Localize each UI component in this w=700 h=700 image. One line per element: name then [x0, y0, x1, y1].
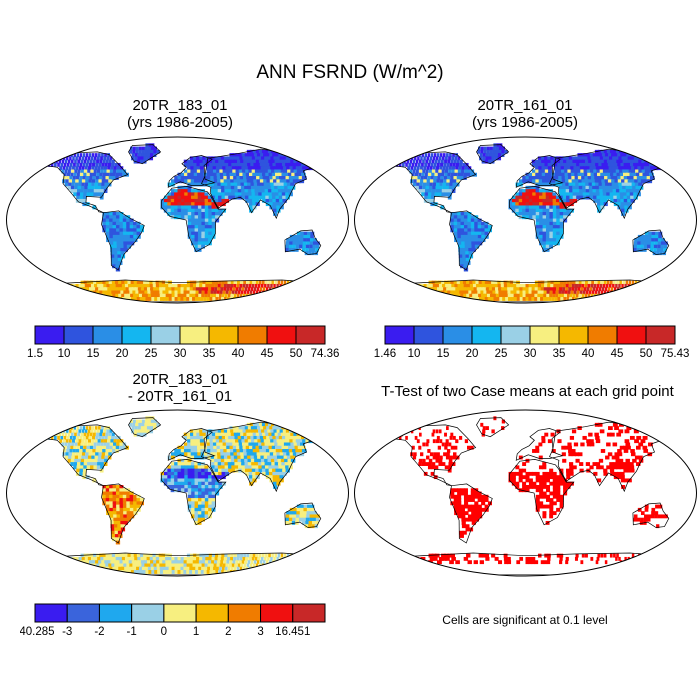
panel-1-title-line2: (yrs 1986-2005): [127, 114, 233, 131]
colorbar-3-tick-label-1: -3: [62, 626, 72, 638]
map-3-border: [6, 409, 349, 577]
page-title: ANN FSRND (W/m^2): [256, 62, 444, 83]
colorbar-case-183: 1.5 10 15 20 25 30 35 40 45 50 74.36: [27, 325, 340, 360]
panel-1-title-line1: 20TR_183_01: [132, 97, 228, 114]
colorbar-1-swatch-6: [208, 325, 239, 345]
colorbar-3-swatch-1: [66, 603, 100, 623]
map-1-coastlines: [23, 144, 334, 303]
map-3-coastlines: [23, 417, 334, 576]
colorbar-2-tick-label-1: 10: [408, 348, 421, 360]
colorbar-2-tick-label-7: 40: [582, 348, 595, 360]
panel-3-title-line1: 20TR_183_01: [132, 371, 228, 388]
colorbar-1-tick-label-1: 10: [58, 348, 71, 360]
colorbar-1-swatch-8: [266, 325, 297, 345]
colorbar-1-tick-label-9: 50: [290, 348, 303, 360]
panel-4-title: T-Test of two Case means at each grid po…: [350, 383, 700, 400]
map-ttest: [354, 409, 697, 577]
panel-1-title: 20TR_183_01 (yrs 1986-2005): [50, 97, 310, 131]
colorbar-1-tick-label-8: 45: [261, 348, 274, 360]
panel-4-title-line1: T-Test of two Case means at each grid po…: [381, 383, 674, 400]
colorbar-3-swatch-6: [227, 603, 262, 623]
colorbar-2-tick-label-6: 35: [553, 348, 566, 360]
map-2-border: [354, 136, 697, 304]
panel-3-title: 20TR_183_01- 20TR_161_01: [50, 371, 310, 405]
colorbar-1-swatch-9: [295, 325, 326, 345]
colorbar-2-swatch-1: [413, 325, 444, 345]
significance-note: Cells are significant at 0.1 level: [442, 613, 608, 627]
colorbar-1-swatch-0: [34, 325, 65, 345]
colorbar-1-swatch-2: [92, 325, 123, 345]
colorbar-difference: -40.285 -3 -2 -1 0 1 2 3 16.451: [20, 603, 326, 638]
colorbar-3-swatch-8: [292, 603, 326, 623]
colorbar-3-tick-label-4: 0: [161, 626, 167, 638]
colorbar-2-swatch-7: [587, 325, 618, 345]
colorbar-2-tick-label-3: 20: [466, 348, 479, 360]
panel-3-title-line2: - 20TR_161_01: [127, 388, 233, 405]
map-4-border: [354, 409, 697, 577]
map-4-background: [354, 410, 697, 576]
map-case-161: [354, 136, 697, 304]
colorbar-3-swatch-7: [260, 603, 294, 623]
colorbar-case-161: 1.46 10 15 20 25 30 35 40 45 50 75.43: [374, 325, 690, 360]
colorbar-1-tick-label-6: 35: [203, 348, 216, 360]
map-case-183: [6, 136, 349, 304]
colorbar-2-tick-label-8: 45: [611, 348, 624, 360]
colorbar-2-swatch-4: [500, 325, 531, 345]
colorbar-1-tick-label-3: 20: [116, 348, 129, 360]
map-difference: [6, 409, 349, 577]
colorbar-1-tick-label-7: 40: [232, 348, 245, 360]
colorbar-2-tick-label-9: 50: [640, 348, 653, 360]
colorbar-2-swatch-9: [645, 325, 676, 345]
colorbar-3-tick-label-8: 16.451: [275, 626, 310, 638]
colorbar-2-tick-label-4: 25: [495, 348, 508, 360]
colorbar-2-tick-label-10: 75.43: [661, 348, 690, 360]
colorbar-3-tick-label-3: -1: [127, 626, 137, 638]
colorbar-2-swatch-0: [384, 325, 415, 345]
colorbar-2-swatch-5: [529, 325, 560, 345]
colorbar-1-swatch-4: [150, 325, 181, 345]
colorbar-1-tick-label-5: 30: [174, 348, 187, 360]
colorbar-2-tick-label-0: 1.46: [374, 348, 396, 360]
colorbar-3-tick-label-7: 3: [257, 626, 263, 638]
colorbar-3-tick-label-0: -40.285: [20, 626, 55, 638]
colorbar-3-swatch-2: [98, 603, 133, 623]
colorbar-1-swatch-1: [63, 325, 94, 345]
colorbar-2-tick-label-5: 30: [524, 348, 537, 360]
colorbar-1-swatch-7: [237, 325, 268, 345]
colorbar-1-swatch-5: [179, 325, 210, 345]
colorbar-3-swatch-0: [34, 603, 68, 623]
colorbar-1-swatch-3: [121, 325, 152, 345]
colorbar-1-tick-label-2: 15: [87, 348, 100, 360]
colorbar-2-tick-label-2: 15: [437, 348, 450, 360]
colorbar-1-tick-label-4: 25: [145, 348, 158, 360]
colorbar-1-tick-label-0: 1.5: [27, 348, 43, 360]
colorbar-3-tick-label-2: -2: [94, 626, 104, 638]
colorbar-2-swatch-3: [471, 325, 502, 345]
panel-2-title: 20TR_161_01 (yrs 1986-2005): [395, 97, 655, 131]
colorbar-3-tick-label-5: 1: [193, 626, 199, 638]
map-1-border: [6, 136, 349, 304]
colorbar-2-swatch-2: [442, 325, 473, 345]
colorbar-2-swatch-6: [558, 325, 589, 345]
colorbar-3-swatch-3: [131, 603, 165, 623]
colorbar-3-swatch-5: [195, 603, 229, 623]
panel-2-title-line2: (yrs 1986-2005): [472, 114, 578, 131]
colorbar-3-swatch-4: [163, 603, 197, 623]
colorbar-2-swatch-8: [616, 325, 647, 345]
panel-2-title-line1: 20TR_161_01: [477, 97, 573, 114]
colorbar-3-tick-label-6: 2: [225, 626, 231, 638]
colorbar-1-tick-label-10: 74.36: [311, 348, 340, 360]
map-4-cells: [374, 416, 677, 565]
